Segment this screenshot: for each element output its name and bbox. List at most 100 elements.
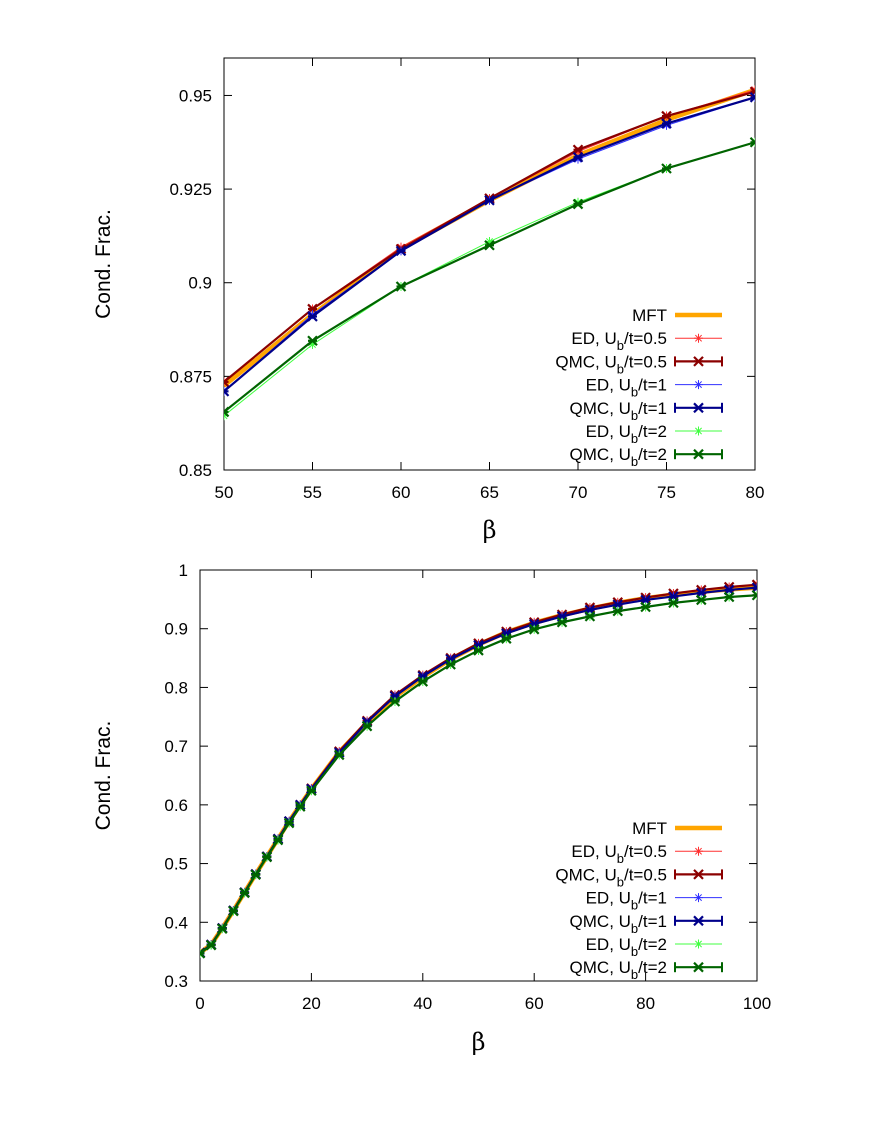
y-tick-label: 0.7 bbox=[164, 737, 188, 756]
series-1 bbox=[224, 85, 755, 387]
x-tick-label: 55 bbox=[303, 483, 322, 502]
legend-label-sub: b bbox=[631, 454, 638, 469]
x-tick-label: 50 bbox=[215, 483, 234, 502]
x-tick-label: 100 bbox=[743, 994, 771, 1013]
x-tick-label: 70 bbox=[569, 483, 588, 502]
legend-label-after: /t=1 bbox=[638, 376, 667, 395]
data-point bbox=[584, 611, 596, 622]
legend-item: ED, Ub/t=2 bbox=[586, 935, 722, 959]
legend-item: QMC, Ub/t=1 bbox=[570, 912, 723, 936]
legend-label-main: ED, U bbox=[586, 935, 631, 954]
data-point bbox=[395, 281, 407, 292]
legend-label-sub: b bbox=[631, 431, 638, 446]
data-point bbox=[361, 720, 373, 732]
data-point bbox=[333, 749, 345, 761]
legend-label: MFT bbox=[632, 819, 667, 838]
data-point bbox=[612, 605, 624, 617]
legend-label-main: MFT bbox=[632, 306, 667, 325]
legend-label-after: /t=1 bbox=[638, 889, 667, 908]
legend-item: QMC, Ub/t=2 bbox=[570, 958, 723, 982]
legend-item: QMC, Ub/t=0.5 bbox=[555, 352, 723, 376]
plot-area bbox=[200, 579, 757, 959]
legend-label-sub: b bbox=[631, 967, 638, 982]
legend-label: ED, Ub/t=2 bbox=[586, 422, 667, 446]
data-point bbox=[661, 163, 672, 174]
legend-label-main: QMC, U bbox=[555, 865, 616, 884]
data-point bbox=[200, 948, 206, 959]
x-tick-label: 80 bbox=[636, 994, 655, 1013]
legend-label-after: /t=2 bbox=[638, 958, 667, 977]
y-tick-label: 0.6 bbox=[164, 796, 188, 815]
x-tick-label: 0 bbox=[195, 994, 204, 1013]
legend-label-main: QMC, U bbox=[570, 958, 631, 977]
legend-label-after: /t=0.5 bbox=[624, 842, 667, 861]
legend-item: ED, Ub/t=0.5 bbox=[571, 842, 722, 866]
data-point bbox=[272, 834, 284, 846]
data-point bbox=[205, 939, 217, 951]
y-tick-label: 0.4 bbox=[164, 913, 188, 932]
series-4 bbox=[224, 92, 755, 397]
y-tick-label: 0.95 bbox=[179, 86, 212, 105]
legend-label: QMC, Ub/t=1 bbox=[570, 399, 667, 423]
legend-marker bbox=[693, 448, 704, 460]
y-tick-label: 0.8 bbox=[164, 678, 188, 697]
legend-label-after: /t=0.5 bbox=[624, 352, 667, 371]
data-point bbox=[239, 887, 250, 899]
legend-label: QMC, Ub/t=2 bbox=[570, 958, 667, 982]
legend-label: ED, Ub/t=0.5 bbox=[571, 842, 667, 866]
chart-2: 0 20 40 60 80 100 0.3 0.4 0.5 0.6 0.7 0.8 0.9 1 β Cond.… bbox=[92, 561, 771, 1056]
legend-marker bbox=[694, 426, 703, 436]
legend-label-main: ED, U bbox=[571, 329, 616, 348]
x-axis-label: β bbox=[483, 516, 497, 544]
legend-marker bbox=[694, 939, 703, 949]
y-tick-label: 0.9 bbox=[188, 274, 212, 293]
data-point bbox=[749, 136, 755, 148]
y-axis-label: Cond. Frac. bbox=[92, 721, 115, 831]
y-tick-label: 0.9 bbox=[164, 620, 188, 639]
legend-label: ED, Ub/t=0.5 bbox=[571, 329, 667, 353]
data-point bbox=[661, 118, 672, 129]
data-point bbox=[283, 817, 295, 829]
legend-item: ED, Ub/t=2 bbox=[586, 422, 722, 446]
legend-label: QMC, Ub/t=0.5 bbox=[555, 865, 667, 889]
data-point bbox=[696, 594, 707, 606]
series-2 bbox=[224, 86, 755, 388]
data-point bbox=[261, 851, 273, 863]
legend-label-sub: b bbox=[631, 385, 638, 400]
chart-1: 50 55 60 65 70 75 80 0.85 0.875 0.9 0.925 0.95 β Cond… bbox=[92, 57, 765, 544]
data-point bbox=[473, 645, 484, 656]
legend-label: ED, Ub/t=2 bbox=[586, 935, 667, 959]
legend-label-sub: b bbox=[631, 408, 638, 423]
data-point bbox=[572, 151, 584, 163]
data-point bbox=[484, 239, 495, 251]
data-point bbox=[484, 195, 495, 206]
data-point bbox=[501, 633, 512, 644]
legend-label-main: MFT bbox=[632, 819, 667, 838]
data-point bbox=[556, 616, 568, 628]
data-point bbox=[668, 597, 679, 609]
data-point bbox=[445, 659, 456, 670]
legend-label-after: /t=2 bbox=[638, 935, 667, 954]
plot-area bbox=[224, 85, 755, 421]
x-tick-label: 75 bbox=[657, 483, 676, 502]
legend-label-sub: b bbox=[631, 898, 638, 913]
legend-label-after: /t=2 bbox=[638, 445, 667, 464]
legend-label-after: /t=0.5 bbox=[624, 329, 667, 348]
legend-item: MFT bbox=[632, 306, 722, 325]
legend-label-main: ED, U bbox=[586, 376, 631, 395]
data-point bbox=[417, 676, 429, 687]
data-point bbox=[228, 905, 239, 917]
legend-label: QMC, Ub/t=1 bbox=[570, 912, 667, 936]
series-line bbox=[224, 141, 755, 417]
plot-frame bbox=[199, 569, 758, 982]
y-tick-label: 0.875 bbox=[169, 367, 212, 386]
legend-item: MFT bbox=[632, 819, 722, 838]
data-point bbox=[250, 869, 261, 881]
x-tick-label: 80 bbox=[746, 483, 765, 502]
x-tick-label: 20 bbox=[302, 994, 321, 1013]
data-point bbox=[294, 801, 306, 812]
series-5 bbox=[224, 137, 755, 421]
legend-label-sub: b bbox=[617, 361, 624, 376]
